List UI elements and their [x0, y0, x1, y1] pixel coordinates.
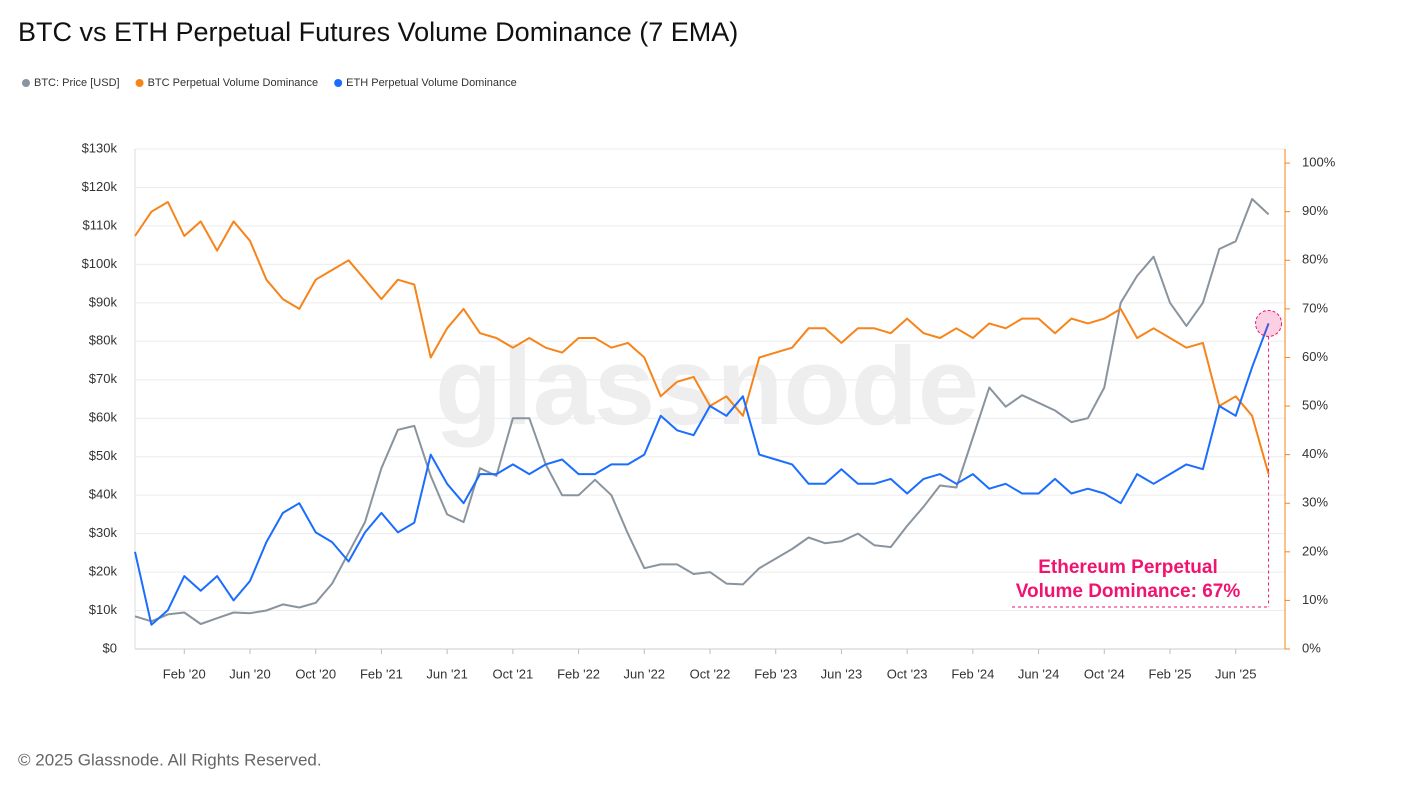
- y-tick-label: $70k: [89, 371, 118, 386]
- y2-tick-label: 50%: [1302, 397, 1328, 412]
- x-tick-label: Jun '22: [624, 666, 666, 681]
- x-tick-label: Jun '21: [426, 666, 468, 681]
- y-tick-label: $90k: [89, 294, 118, 309]
- y2-tick-label: 70%: [1302, 300, 1328, 315]
- y-tick-label: $100k: [82, 256, 118, 271]
- y-tick-label: $30k: [89, 525, 118, 540]
- y-tick-label: $60k: [89, 410, 118, 425]
- series-line: [134, 201, 1270, 475]
- legend-swatch: [334, 79, 343, 87]
- x-tick-label: Feb '25: [1149, 666, 1192, 681]
- chart-title: BTC vs ETH Perpetual Futures Volume Domi…: [18, 17, 738, 47]
- series-line: [134, 323, 1270, 626]
- y-tick-label: $80k: [89, 333, 118, 348]
- y-tick-label: $50k: [89, 448, 118, 463]
- legend-swatch: [22, 79, 30, 87]
- legend-label: BTC Perpetual Volume Dominance: [148, 77, 319, 89]
- x-tick-label: Jun '20: [229, 666, 271, 681]
- footer: © 2025 Glassnode. All Rights Reserved.: [18, 750, 322, 769]
- x-tick-label: Oct '22: [690, 666, 731, 681]
- y2-tick-label: 100%: [1302, 155, 1336, 170]
- y-tick-label: $20k: [89, 564, 118, 579]
- highlight-circle: [1255, 309, 1283, 337]
- x-tick-label: Feb '21: [360, 666, 403, 681]
- y2-tick-label: 20%: [1302, 543, 1328, 558]
- y-tick-label: $40k: [89, 487, 118, 502]
- y-tick-label: $10k: [89, 602, 118, 617]
- x-tick-label: Oct '24: [1084, 666, 1125, 681]
- x-tick-label: Oct '20: [295, 666, 336, 681]
- x-tick-label: Feb '24: [951, 666, 994, 681]
- watermark: glassnode: [435, 325, 979, 448]
- series-line: [134, 198, 1270, 625]
- y-tick-label: $0: [103, 640, 117, 655]
- y2-tick-label: 40%: [1302, 446, 1328, 461]
- y2-tick-label: 90%: [1302, 203, 1328, 218]
- y2-tick-label: 30%: [1302, 495, 1328, 510]
- y-tick-label: $110k: [83, 217, 118, 232]
- y-tick-label: $120k: [82, 179, 118, 194]
- y2-tick-label: 0%: [1302, 640, 1321, 655]
- legend-label: BTC: Price [USD]: [34, 77, 120, 89]
- x-tick-label: Oct '21: [492, 666, 533, 681]
- x-tick-label: Jun '23: [821, 666, 863, 681]
- x-tick-label: Feb '20: [163, 666, 206, 681]
- y2-tick-label: 60%: [1302, 349, 1328, 364]
- x-tick-label: Feb '22: [557, 666, 600, 681]
- y2-tick-label: 80%: [1302, 252, 1328, 267]
- annotation: Ethereum Perpetual: [1038, 557, 1218, 578]
- x-tick-label: Oct '23: [887, 666, 928, 681]
- legend-label: ETH Perpetual Volume Dominance: [346, 77, 517, 89]
- annotation: Volume Dominance: 67%: [1016, 581, 1241, 602]
- x-tick-label: Feb '23: [754, 666, 797, 681]
- x-tick-label: Jun '24: [1018, 666, 1060, 681]
- y2-tick-label: 10%: [1302, 592, 1328, 607]
- x-tick-label: Jun '25: [1215, 666, 1257, 681]
- y-tick-label: $130k: [82, 140, 118, 155]
- legend-swatch: [135, 79, 144, 87]
